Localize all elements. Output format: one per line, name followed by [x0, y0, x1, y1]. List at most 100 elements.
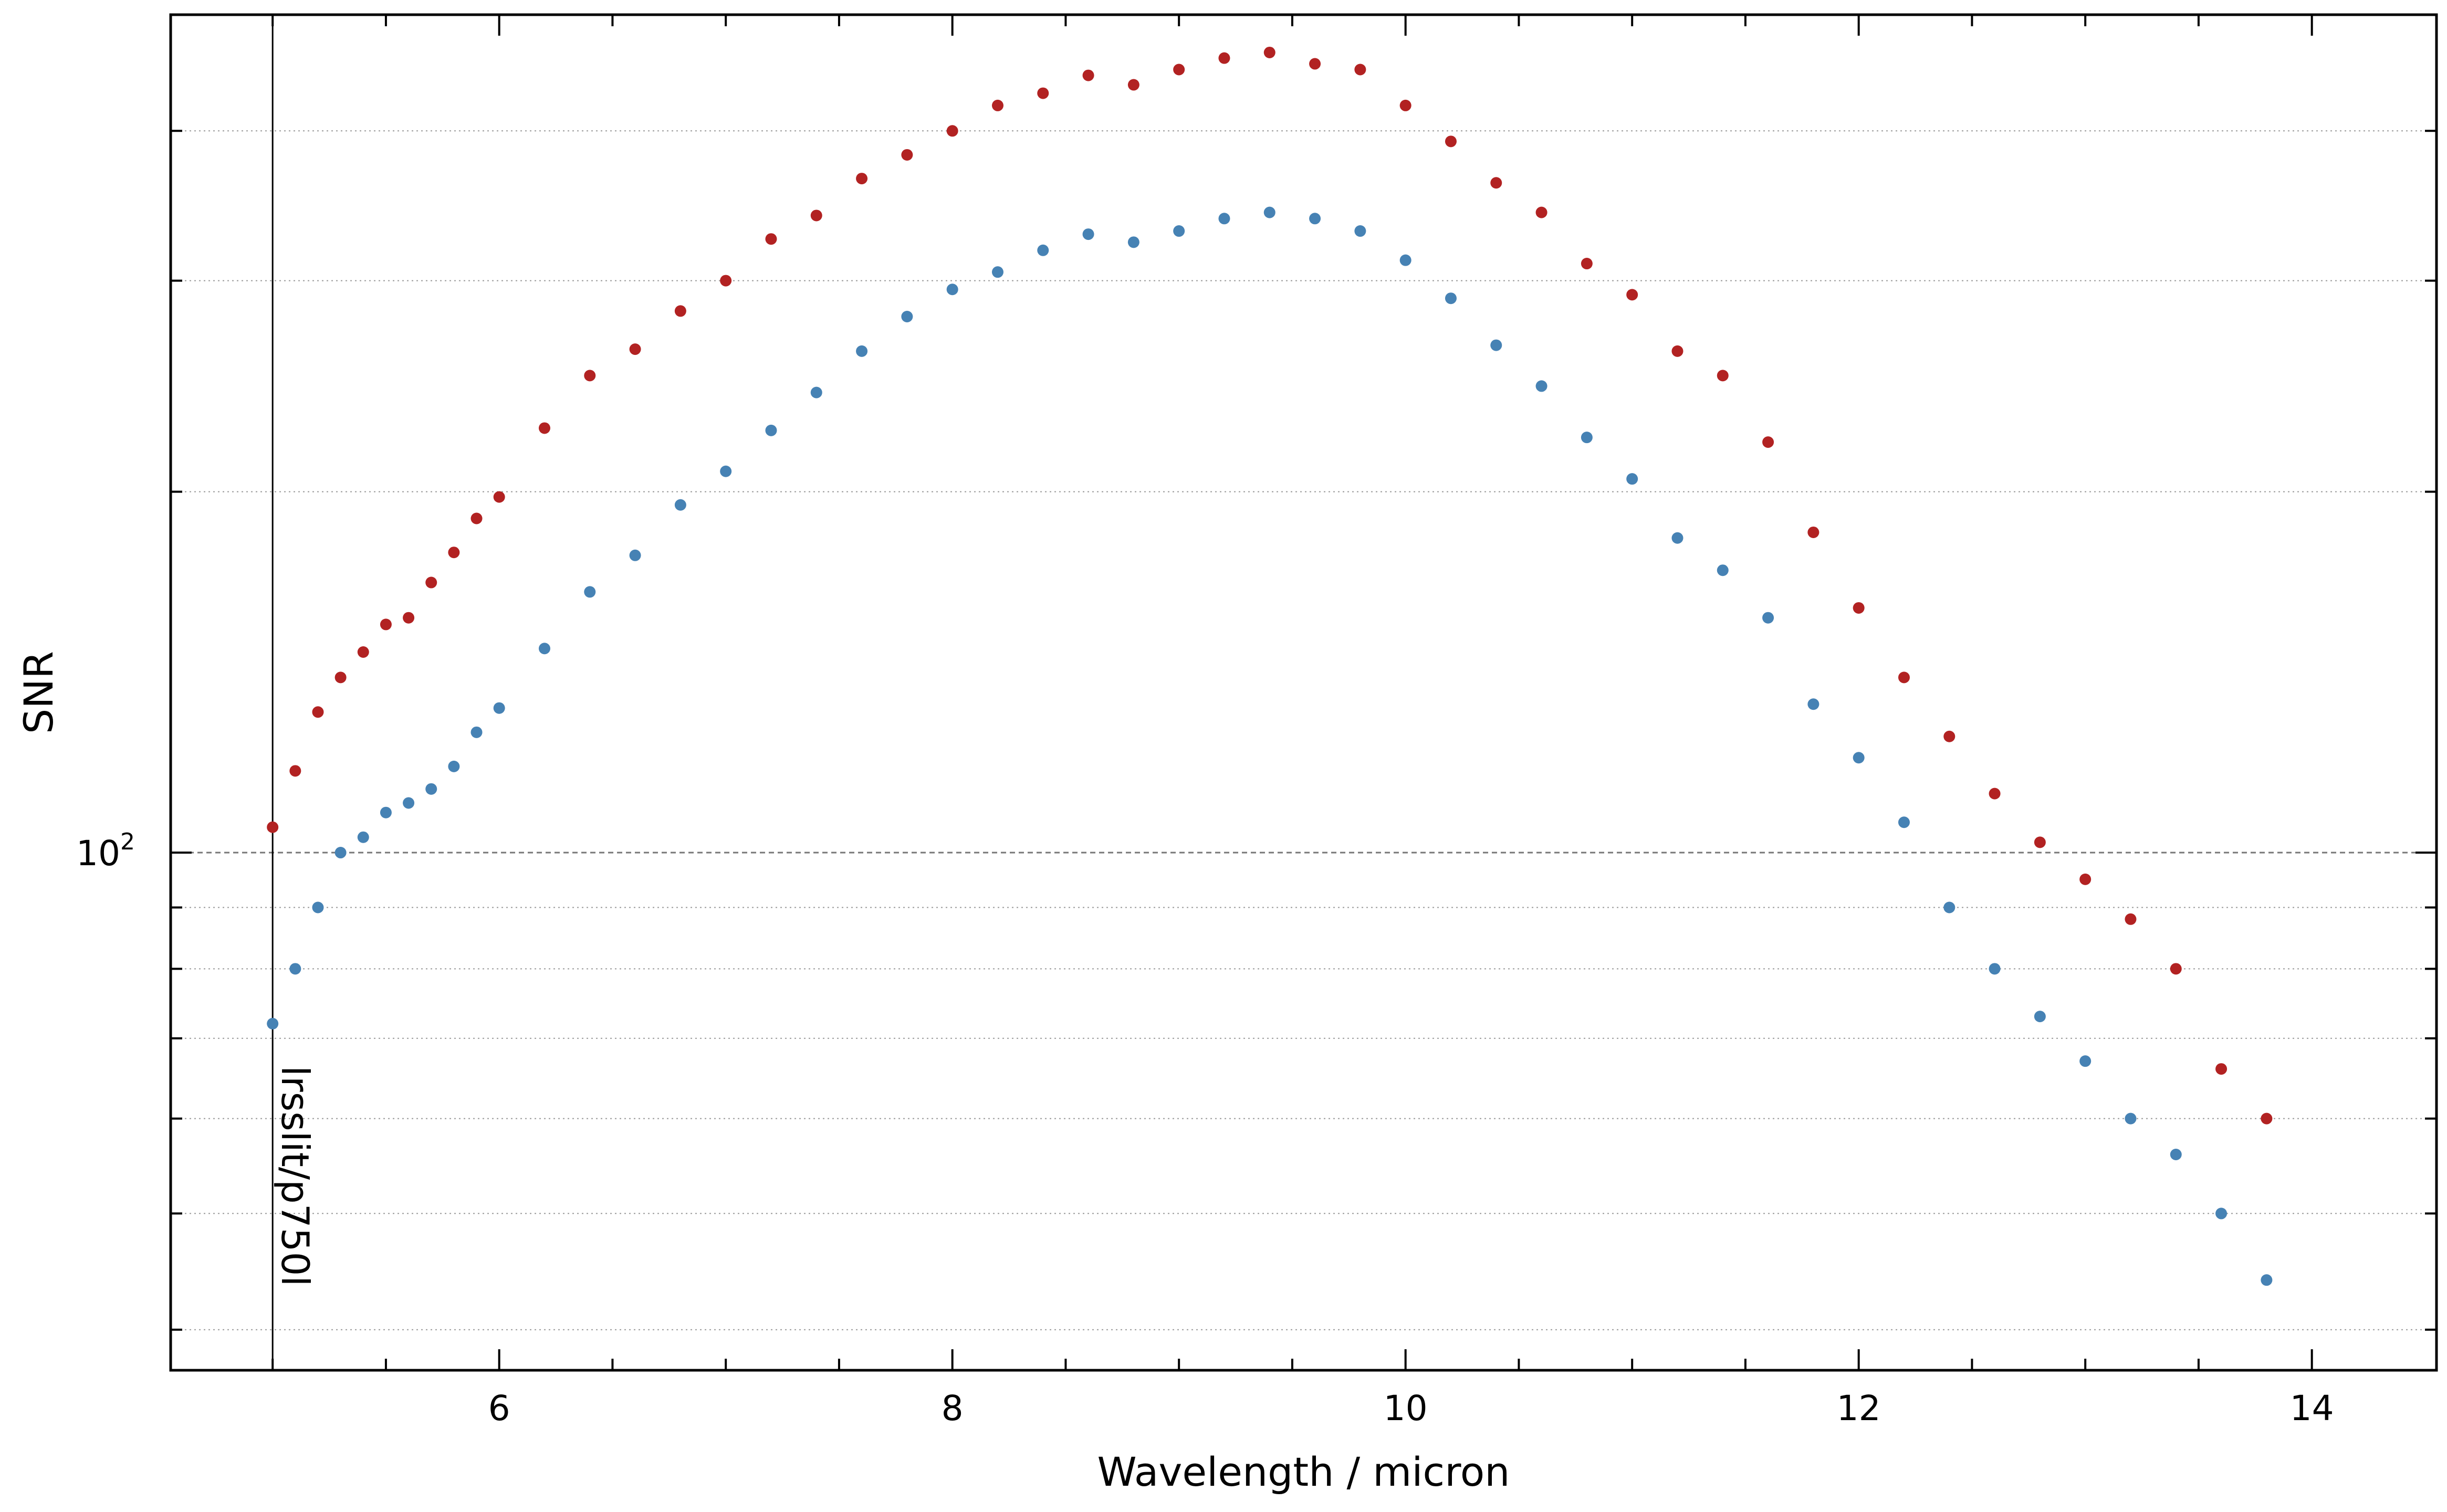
data-point — [1581, 432, 1593, 444]
data-point — [1263, 206, 1275, 218]
axis-ticks — [171, 15, 2436, 1370]
data-point — [2170, 1149, 2182, 1161]
data-point — [1535, 206, 1547, 218]
data-point — [1807, 526, 1819, 538]
data-point — [674, 499, 686, 511]
plot-frame — [169, 13, 2438, 1372]
data-point — [1671, 532, 1683, 544]
data-point — [2079, 1055, 2092, 1067]
data-point — [1445, 135, 1457, 148]
data-point — [991, 266, 1003, 278]
data-point — [1263, 46, 1275, 58]
data-point — [584, 586, 596, 598]
x-axis-title: Wavelength / micron — [1097, 1448, 1510, 1495]
data-point — [674, 305, 686, 317]
data-point — [538, 643, 550, 655]
data-point — [1581, 258, 1593, 270]
data-point — [1037, 244, 1049, 256]
data-point — [1989, 788, 2001, 800]
data-point — [946, 284, 958, 296]
data-point — [289, 963, 301, 975]
y-tick-label-100: 102 — [76, 828, 135, 874]
data-point — [448, 547, 460, 559]
series-blue-points — [267, 206, 2273, 1286]
data-point — [1762, 436, 1774, 448]
data-point — [1173, 225, 1185, 237]
data-point — [2034, 1011, 2046, 1023]
series-red-points — [267, 46, 2273, 1125]
data-point — [334, 847, 347, 859]
data-point — [1762, 612, 1774, 624]
data-point — [1399, 254, 1411, 266]
data-point — [901, 310, 913, 322]
data-point — [765, 424, 777, 436]
data-point — [2125, 1112, 2137, 1125]
y-tick-label-base: 10 — [76, 833, 120, 874]
x-tick-label: 12 — [1837, 1388, 1881, 1429]
data-point — [1399, 99, 1411, 111]
data-point — [312, 706, 324, 718]
data-point — [1127, 79, 1139, 91]
data-point — [289, 765, 301, 777]
data-point — [2261, 1112, 2273, 1125]
data-point — [1853, 752, 1865, 764]
data-point — [810, 209, 822, 222]
data-point — [1898, 671, 1910, 684]
data-point — [991, 99, 1003, 111]
data-point — [720, 465, 732, 477]
data-point — [1717, 370, 1729, 382]
data-point — [1807, 698, 1819, 710]
data-point — [1898, 816, 1910, 828]
x-tick-label: 14 — [2290, 1388, 2334, 1429]
data-point — [1127, 236, 1139, 248]
data-point — [1218, 52, 1230, 64]
data-point — [357, 831, 369, 843]
data-point — [538, 422, 550, 434]
data-point — [2125, 913, 2137, 925]
data-point — [856, 345, 868, 357]
data-point — [2170, 963, 2182, 975]
data-point — [946, 125, 958, 137]
data-point — [1989, 963, 2001, 975]
data-point — [901, 149, 913, 161]
data-point — [1218, 213, 1230, 225]
data-point — [1853, 602, 1865, 614]
data-point — [1082, 69, 1094, 81]
data-point — [425, 783, 437, 795]
data-point — [765, 233, 777, 245]
data-point — [1535, 380, 1547, 392]
data-point — [470, 726, 483, 738]
data-point — [470, 512, 483, 524]
data-point — [1490, 177, 1502, 189]
data-point — [856, 173, 868, 185]
data-point — [1037, 87, 1049, 99]
instrument-marker: lrsslit/p750l — [271, 15, 317, 1370]
data-point — [1671, 345, 1683, 357]
data-point — [2215, 1208, 2228, 1220]
data-point — [810, 386, 822, 398]
y-tick-label-exponent: 2 — [120, 828, 135, 855]
data-point — [1445, 292, 1457, 304]
data-point — [1490, 339, 1502, 351]
data-point — [1626, 473, 1638, 485]
y-axis-title: SNR — [15, 651, 62, 734]
data-point — [312, 901, 324, 914]
data-point — [334, 671, 347, 684]
data-point — [1943, 730, 1955, 742]
data-point — [1309, 213, 1321, 225]
data-point — [380, 806, 392, 818]
data-point — [1717, 564, 1729, 576]
data-point — [267, 821, 279, 833]
data-point — [1354, 64, 1366, 76]
data-point — [629, 343, 641, 355]
data-point — [357, 646, 369, 658]
x-tick-label: 8 — [942, 1388, 964, 1429]
data-point — [1354, 225, 1366, 237]
data-point — [1626, 289, 1638, 301]
data-point — [267, 1017, 279, 1030]
data-point — [448, 760, 460, 772]
x-tick-labels: 6 8 10 12 14 — [488, 1388, 2334, 1429]
data-point — [2034, 836, 2046, 848]
y-tick-labels: 102 — [76, 828, 135, 874]
